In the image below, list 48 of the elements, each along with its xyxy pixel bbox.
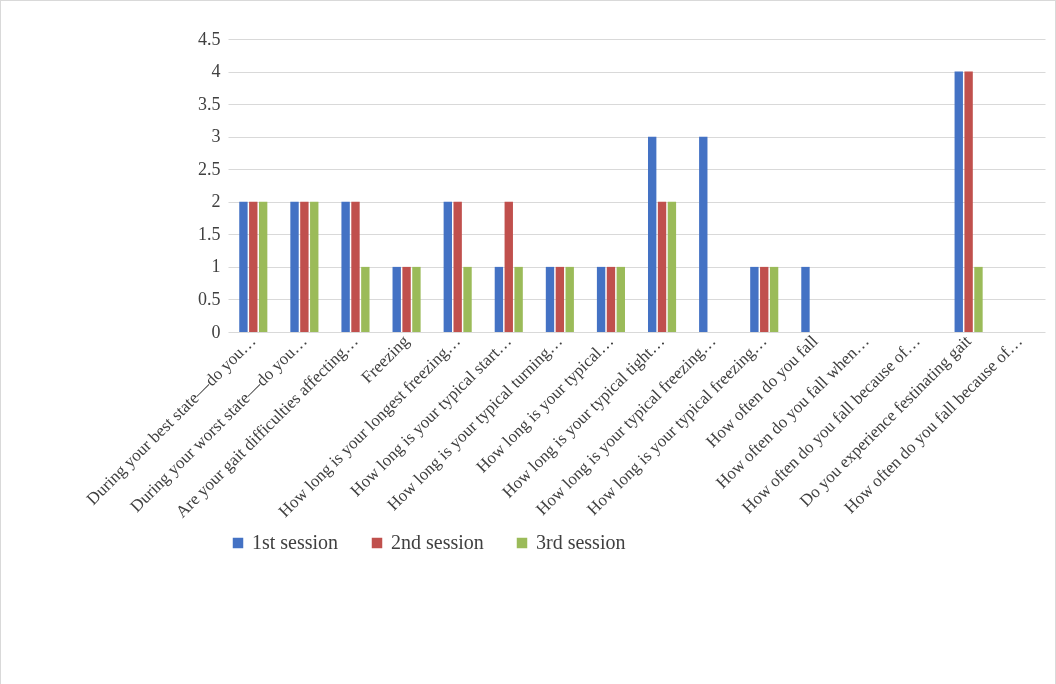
bar <box>258 201 268 332</box>
bar <box>964 71 973 332</box>
bar <box>402 266 411 332</box>
y-tick-label: 4 <box>211 61 221 82</box>
legend-label: 1st session <box>252 531 339 553</box>
bar <box>361 266 370 332</box>
bar <box>565 266 574 332</box>
bar <box>249 201 258 332</box>
bar <box>412 266 421 332</box>
bar <box>392 266 401 332</box>
bar <box>494 266 504 332</box>
bar <box>504 201 513 332</box>
bar <box>657 201 667 332</box>
bar <box>453 201 462 332</box>
bar <box>300 201 309 332</box>
bar <box>239 201 248 332</box>
bar <box>290 201 299 332</box>
bar <box>974 266 983 332</box>
bar <box>555 266 565 332</box>
y-tick-label: 0 <box>211 321 221 342</box>
bar <box>954 71 963 332</box>
bar <box>769 266 779 332</box>
bar <box>514 266 523 332</box>
bar <box>351 201 360 332</box>
bar <box>443 201 452 332</box>
bar <box>310 201 319 332</box>
bar <box>801 266 810 332</box>
bar <box>596 266 606 332</box>
bar <box>463 266 472 332</box>
legend-label: 2nd session <box>391 531 484 553</box>
bar <box>648 136 657 332</box>
y-tick-label: 1 <box>211 256 221 277</box>
y-tick-label: 3.5 <box>198 93 221 114</box>
bar <box>545 266 555 332</box>
bar <box>616 266 625 332</box>
y-tick-label: 4.5 <box>198 28 221 49</box>
y-tick-label: 1.5 <box>198 223 221 244</box>
bar <box>750 266 759 332</box>
bar <box>699 136 708 332</box>
bar <box>606 266 616 332</box>
bar <box>667 201 677 332</box>
bar <box>341 201 350 332</box>
legend-label: 3rd session <box>536 531 626 553</box>
y-tick-label: 2.5 <box>198 158 221 179</box>
y-tick-label: 2 <box>211 191 221 212</box>
bar <box>760 266 769 332</box>
y-tick-label: 0.5 <box>198 288 221 309</box>
y-tick-label: 3 <box>211 126 221 147</box>
